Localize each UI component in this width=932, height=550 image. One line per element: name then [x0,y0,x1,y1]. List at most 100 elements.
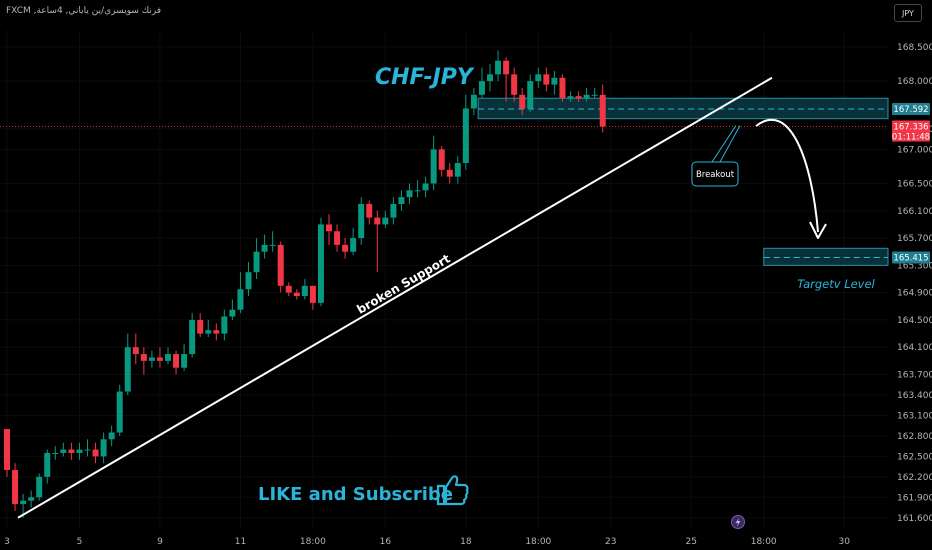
candle-body [285,285,292,293]
candle [221,309,228,341]
candle [326,214,332,245]
y-tick-label: 163.700 [897,371,932,381]
candle [156,347,163,368]
candle [108,425,115,447]
cta-text: LIKE and Subscribe [258,484,453,505]
candle-body [237,289,244,310]
currency-button[interactable]: JPY [894,4,922,22]
candle-body [140,354,147,361]
candle [213,323,220,341]
resistance-zone [477,97,889,120]
candle [503,57,510,102]
lightning-icon[interactable] [731,515,745,529]
candle-body [382,217,389,225]
candle-body [269,244,276,246]
target-zone [763,247,889,266]
candle-body [309,285,316,303]
candle-body [293,292,300,297]
breakout-pointer [711,125,737,163]
candle-body [317,224,324,303]
candle [269,231,276,252]
candle-body [334,231,341,245]
candle-body [583,94,590,99]
candle [382,210,389,228]
candle [422,176,429,198]
y-tick-label: 162.800 [897,432,932,442]
candle-body [591,94,598,96]
candle [350,227,357,256]
breakout-pointer [719,125,741,163]
candle-body [478,81,485,95]
x-tick-label: 18 [460,537,472,547]
candle [261,234,268,259]
candle-body [366,203,373,218]
x-tick-label: 5 [77,537,83,547]
zone-price-tag: 167.592 [892,102,930,115]
candle [551,70,558,95]
candle [495,50,502,82]
x-tick-label: 16 [380,537,392,547]
candle-body [108,432,115,440]
support-trendline [17,76,773,519]
candle-body [527,81,534,109]
candle [100,432,107,464]
candle-body [44,452,51,477]
candle [140,347,147,375]
candle [398,190,405,211]
candle [342,238,349,259]
candle-body [165,354,171,361]
lightning-icon-bolt [735,518,741,527]
symbol-header: FXCM ,فرنك سويسري/ين ياباني, 4ساعة [6,6,162,16]
x-tick-label: 25 [686,537,697,547]
candle [487,64,493,92]
thumbs-up-icon-hand [444,475,469,506]
candle-body [92,449,99,457]
candle [132,333,139,365]
y-tick-label: 163.100 [897,411,932,421]
candle [511,67,518,102]
candle [414,180,421,198]
candle-body [124,347,131,392]
target-price-tag-bg [892,251,930,264]
x-tick-label: 3 [4,537,10,547]
candle [334,224,341,252]
y-tick-label: 168.500 [897,43,932,53]
candle-body [495,60,502,75]
candle [535,67,542,88]
candle [277,241,284,293]
candle [390,197,397,225]
projection-arrowhead [809,221,827,239]
candle-body [374,217,381,225]
x-axis[interactable]: 3 5 9 11 18:00 16 18 18:00 23 25 18:00 30 [4,537,850,547]
thumbs-up-icon-cuff [436,484,446,506]
candle [301,279,308,300]
candle [478,67,485,99]
candle [599,84,606,133]
candle [438,145,445,177]
breakout-label: Breakout [696,170,735,180]
zone-price-tag-text: 167.592 [893,105,928,115]
candle [527,74,534,112]
candle [462,94,469,170]
candle-body [173,354,180,368]
candle-body [438,149,445,170]
candle-body [253,251,260,273]
candle [567,91,574,102]
candle [28,490,35,508]
x-tick-label: 18:00 [300,537,326,547]
candle [205,319,212,337]
y-tick-label: 164.100 [897,343,932,353]
chart-title: CHF-JPY [375,65,475,90]
candle [148,350,155,368]
y-tick-label: 165.300 [897,261,932,271]
candle-body [519,94,526,109]
candle-body [4,429,10,471]
candle [285,282,292,297]
candle [197,313,204,337]
candle-body [52,452,59,454]
zone-price-tag-bg [892,102,930,115]
candle-body [446,169,453,177]
candle-body [470,94,477,109]
